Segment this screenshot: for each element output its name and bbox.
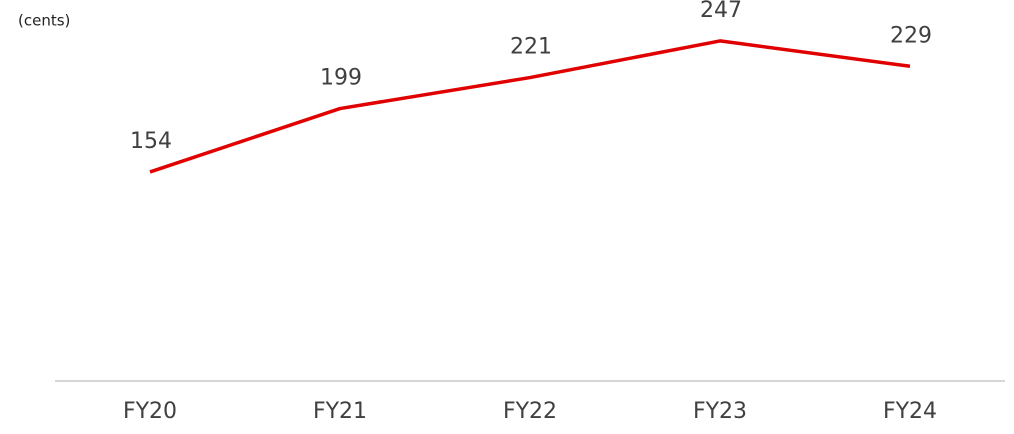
data-label: 199 [320, 66, 362, 91]
data-label: 221 [510, 35, 552, 60]
data-line [149, 39, 911, 174]
data-label: 229 [890, 23, 932, 48]
data-label: 247 [700, 0, 742, 23]
x-tick-label: FY21 [313, 399, 367, 424]
data-label: 154 [130, 129, 172, 154]
x-tick-label: FY23 [693, 399, 747, 424]
x-tick-label: FY24 [883, 399, 937, 424]
x-tick-label: FY22 [503, 399, 557, 424]
x-tick-label: FY20 [123, 399, 177, 424]
y-axis-label: (cents) [18, 12, 70, 30]
